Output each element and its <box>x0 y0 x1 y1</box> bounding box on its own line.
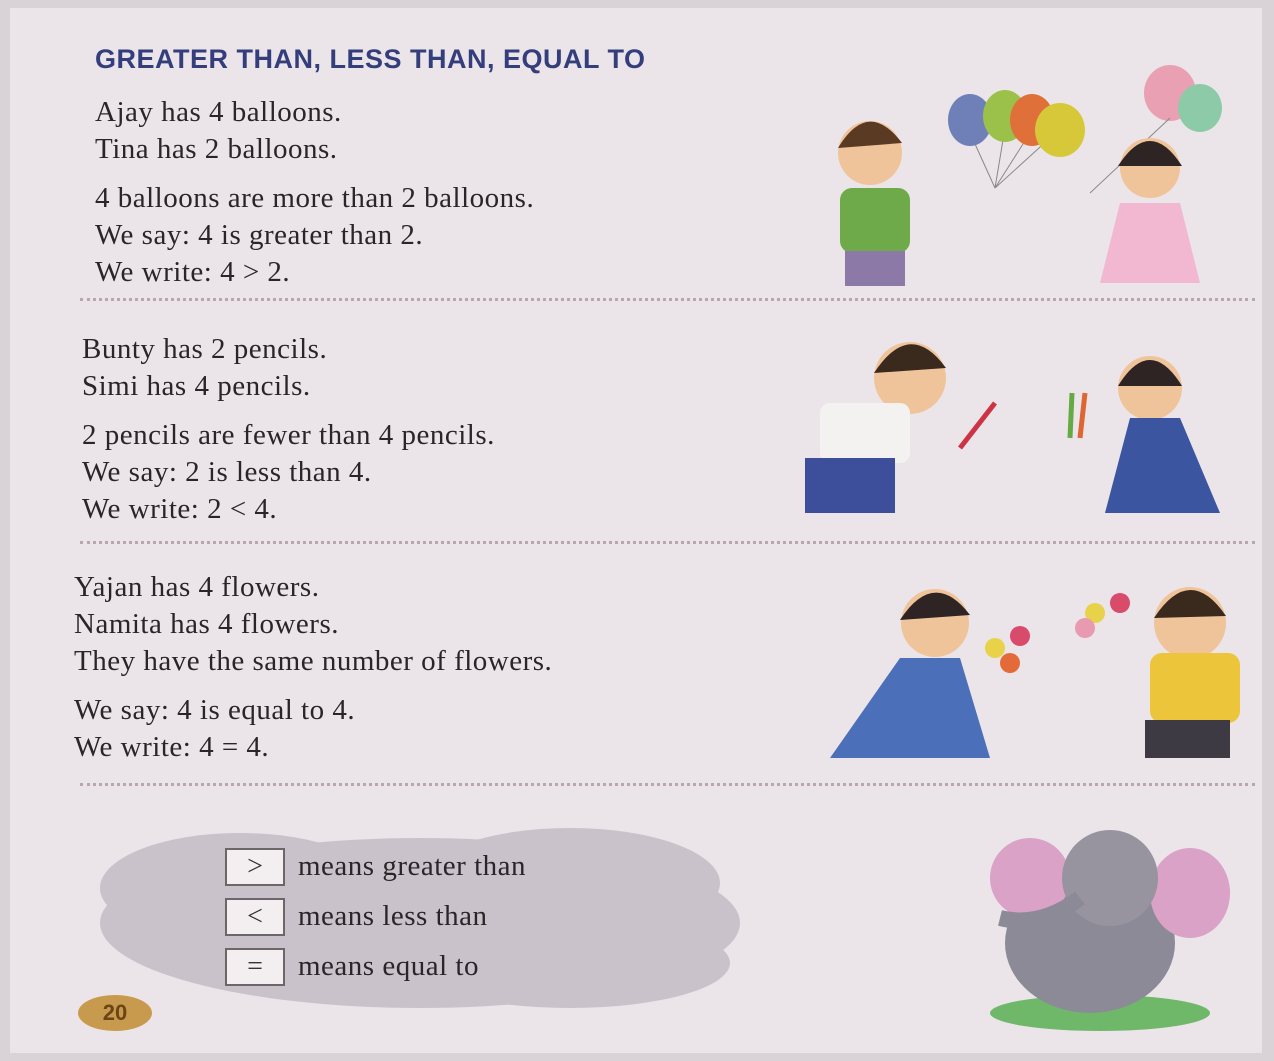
text-line: Yajan has 4 flowers. <box>74 571 319 604</box>
text-line: Bunty has 2 pencils. <box>82 333 327 366</box>
dotted-separator <box>80 298 1255 301</box>
explanation-line: We say: 4 is equal to 4. <box>74 694 355 727</box>
explanation-line: We write: 4 > 2. <box>95 256 290 289</box>
textbook-page: GREATER THAN, LESS THAN, EQUAL TO 20 Aja… <box>10 8 1262 1053</box>
explanation-line: 4 balloons are more than 2 balloons. <box>95 182 534 215</box>
balloon-kids <box>838 65 1222 286</box>
dotted-separator <box>80 783 1255 786</box>
explanation-line: We say: 2 is less than 4. <box>82 456 372 489</box>
symbol-box: < <box>225 898 285 936</box>
text-line: They have the same number of flowers. <box>74 645 552 678</box>
text-line: Ajay has 4 balloons. <box>95 96 342 129</box>
elephant <box>990 830 1230 1031</box>
explanation-line: We write: 4 = 4. <box>74 731 269 764</box>
symbol-box: > <box>225 848 285 886</box>
title: GREATER THAN, LESS THAN, EQUAL TO <box>95 44 646 75</box>
text-line: Namita has 4 flowers. <box>74 608 339 641</box>
dotted-separator <box>80 541 1255 544</box>
text-line: Simi has 4 pencils. <box>82 370 311 403</box>
symbol-meaning: means less than <box>298 900 488 933</box>
symbol-box: = <box>225 948 285 986</box>
text-line: Tina has 2 balloons. <box>95 133 338 166</box>
page-root: GREATER THAN, LESS THAN, EQUAL TO 20 Aja… <box>0 0 1274 1061</box>
explanation-line: We write: 2 < 4. <box>82 493 277 526</box>
page-number: 20 <box>78 995 152 1031</box>
explanation-line: We say: 4 is greater than 2. <box>95 219 423 252</box>
explanation-line: 2 pencils are fewer than 4 pencils. <box>82 419 495 452</box>
pencil-kids <box>805 342 1220 513</box>
symbol-meaning: means equal to <box>298 950 479 983</box>
flower-kids <box>830 587 1240 758</box>
symbol-meaning: means greater than <box>298 850 526 883</box>
